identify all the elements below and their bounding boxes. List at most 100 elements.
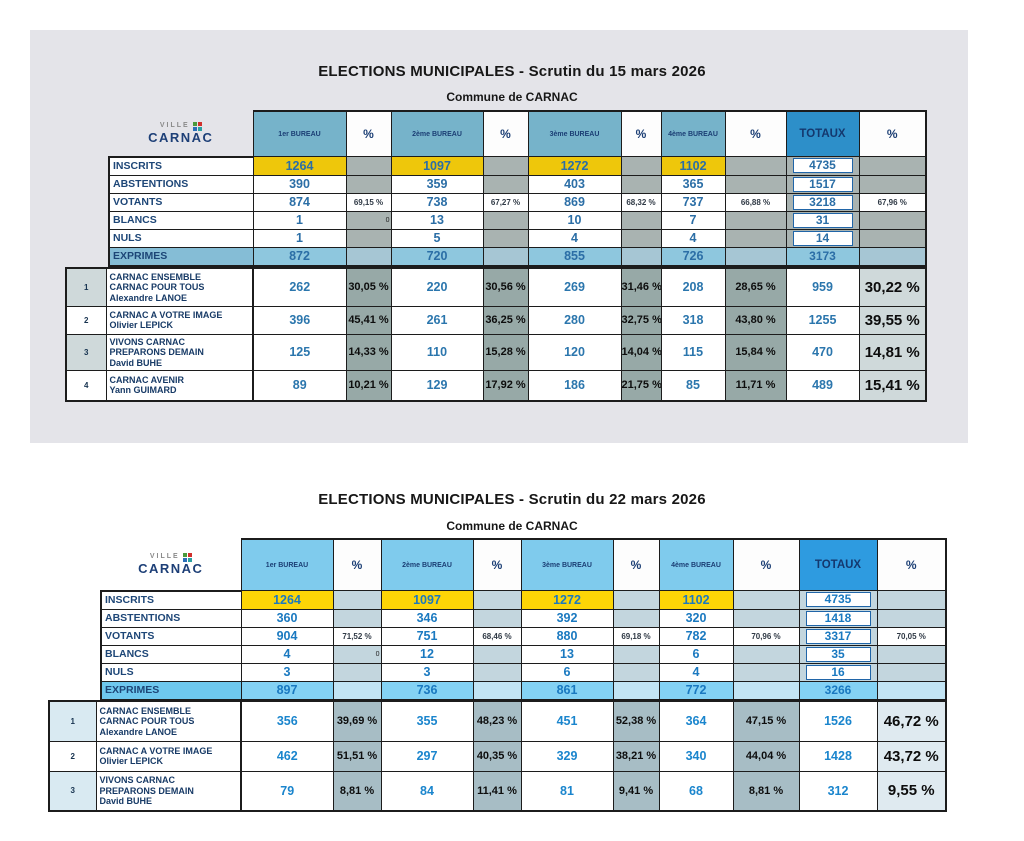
candidate-row: 4 CARNAC AVENIR Yann GUIMARD 89 10,21 % … [65,370,927,402]
cand-person-name: Olivier LEPICK [109,320,174,330]
header-row: VILLE CARNAC 1er BUREAU % 2ème BUREAU % … [101,538,947,591]
col-header-totaux: TOTAUX [798,538,878,591]
cand-total-percent: 14,81 % [858,333,927,371]
stat-value: 365 [660,174,726,194]
cand-list-line: PREPARONS DEMAIN [109,347,204,357]
cand-votes: 220 [390,267,484,307]
cand-num: 1 [48,700,97,742]
cand-total-votes: 489 [785,370,860,402]
stat-percent [482,210,529,230]
stat-label: VOTANTS [100,626,242,646]
stat-total: 35 [798,644,878,664]
section1-subtitle: Commune de CARNAC [446,90,578,104]
col-header-bureau3: 3ème BUREAU [520,538,614,591]
stat-percent [332,662,382,682]
stat-value: 904 [240,626,334,646]
stat-value: 897 [240,680,334,701]
cand-percent: 36,25 % [482,305,529,335]
cand-list-line: PREPARONS DEMAIN [99,785,194,796]
cand-name: CARNAC AVENIR Yann GUIMARD [105,370,254,402]
stat-percent [472,644,522,664]
cand-num: 4 [65,370,107,402]
cand-percent: 51,51 % [332,740,382,772]
cand-votes: 262 [252,267,347,307]
cand-num: 2 [65,305,107,335]
total-box: 16 [805,664,871,680]
cand-total-percent: 9,55 % [876,770,947,812]
cand-name: CARNAC ENSEMBLE CARNAC POUR TOUS Alexand… [95,700,242,742]
stat-label: VOTANTS [108,192,254,212]
stat-percent [724,246,787,267]
col-header-pct: % [732,538,800,591]
cand-percent: 43,80 % [724,305,787,335]
candidate-row: 3 VIVONS CARNAC PREPARONS DEMAIN David B… [48,770,947,812]
stat-total: 3218 [785,192,860,212]
carnac-logo: VILLE CARNAC [101,552,241,576]
stat-percent [858,246,927,267]
cand-percent: 40,35 % [472,740,522,772]
cand-total-votes: 470 [785,333,860,371]
cand-list-line: CARNAC A VOTRE IMAGE [99,745,213,756]
stat-value: 872 [252,246,347,267]
stat-percent [482,174,529,194]
stat-percent [732,662,800,682]
stats-row-votants: VOTANTS 904 71,52 % 751 68,46 % 880 69,1… [100,626,947,646]
stat-value: 874 [252,192,347,212]
stat-percent: 68,46 % [472,626,522,646]
col-header-bureau1: 1er BUREAU [240,538,334,591]
total-box: 4735 [792,158,853,174]
stat-percent: 67,96 % [858,192,927,212]
stat-value: 6 [520,662,614,682]
stat-value: 1272 [520,590,614,610]
stat-label: NULS [108,228,254,248]
section1-title: ELECTIONS MUNICIPALES - Scrutin du 15 ma… [318,63,706,80]
cand-votes: 261 [390,305,484,335]
stat-percent [724,156,787,176]
section2-title: ELECTIONS MUNICIPALES - Scrutin du 22 ma… [318,491,706,508]
cand-num: 3 [48,770,97,812]
stat-label: BLANCS [100,644,242,664]
candidates-table-22-mars: 1 CARNAC ENSEMBLE CARNAC POUR TOUS Alexa… [48,700,947,812]
logo-ville-text: VILLE [149,552,180,560]
candidate-row: 1 CARNAC ENSEMBLE CARNAC POUR TOUS Alexa… [48,700,947,742]
candidate-row: 2 CARNAC A VOTRE IMAGE Olivier LEPICK 46… [48,740,947,772]
col-header-pct: % [620,110,662,157]
carnac-logo-icon [182,552,192,562]
stat-value: 1264 [252,156,347,176]
candidate-row: 1 CARNAC ENSEMBLE CARNAC POUR TOUS Alexa… [65,267,927,307]
logo-cell: VILLE CARNAC [101,539,241,591]
stat-value: 10 [527,210,622,230]
stat-percent [472,662,522,682]
col-header-pct: % [472,538,522,591]
stat-percent [482,156,529,176]
stat-percent: 71,52 % [332,626,382,646]
header-row: VILLE CARNAC 1er BUREAU % 2ème BUREAU % … [109,110,927,157]
cand-person-name: Alexandre LANOE [109,292,188,303]
cand-total-percent: 30,22 % [858,267,927,307]
cand-percent: 48,23 % [472,700,522,742]
stat-percent [620,228,662,248]
cand-votes: 68 [658,770,734,812]
col-header-bureau4: 4ème BUREAU [660,110,726,157]
cand-votes: 462 [240,740,334,772]
col-header-pct: % [345,110,392,157]
stat-total: 14 [785,228,860,248]
stat-percent [332,590,382,610]
cand-votes: 89 [252,370,347,402]
col-header-bureau2: 2ème BUREAU [380,538,474,591]
cand-votes: 355 [380,700,474,742]
cand-votes: 329 [520,740,614,772]
cand-votes: 81 [520,770,614,812]
stat-percent: 0 [345,210,392,230]
stat-value: 738 [390,192,484,212]
stat-value: 772 [658,680,734,701]
total-box: 35 [805,646,871,662]
stat-percent [620,246,662,267]
stat-percent [876,662,947,682]
stat-percent [472,608,522,628]
cand-person-name: Yann GUIMARD [109,385,177,396]
cand-votes: 318 [660,305,726,335]
stat-total: 3266 [798,680,878,701]
stat-value: 360 [240,608,334,628]
cand-percent: 8,81 % [332,770,382,812]
